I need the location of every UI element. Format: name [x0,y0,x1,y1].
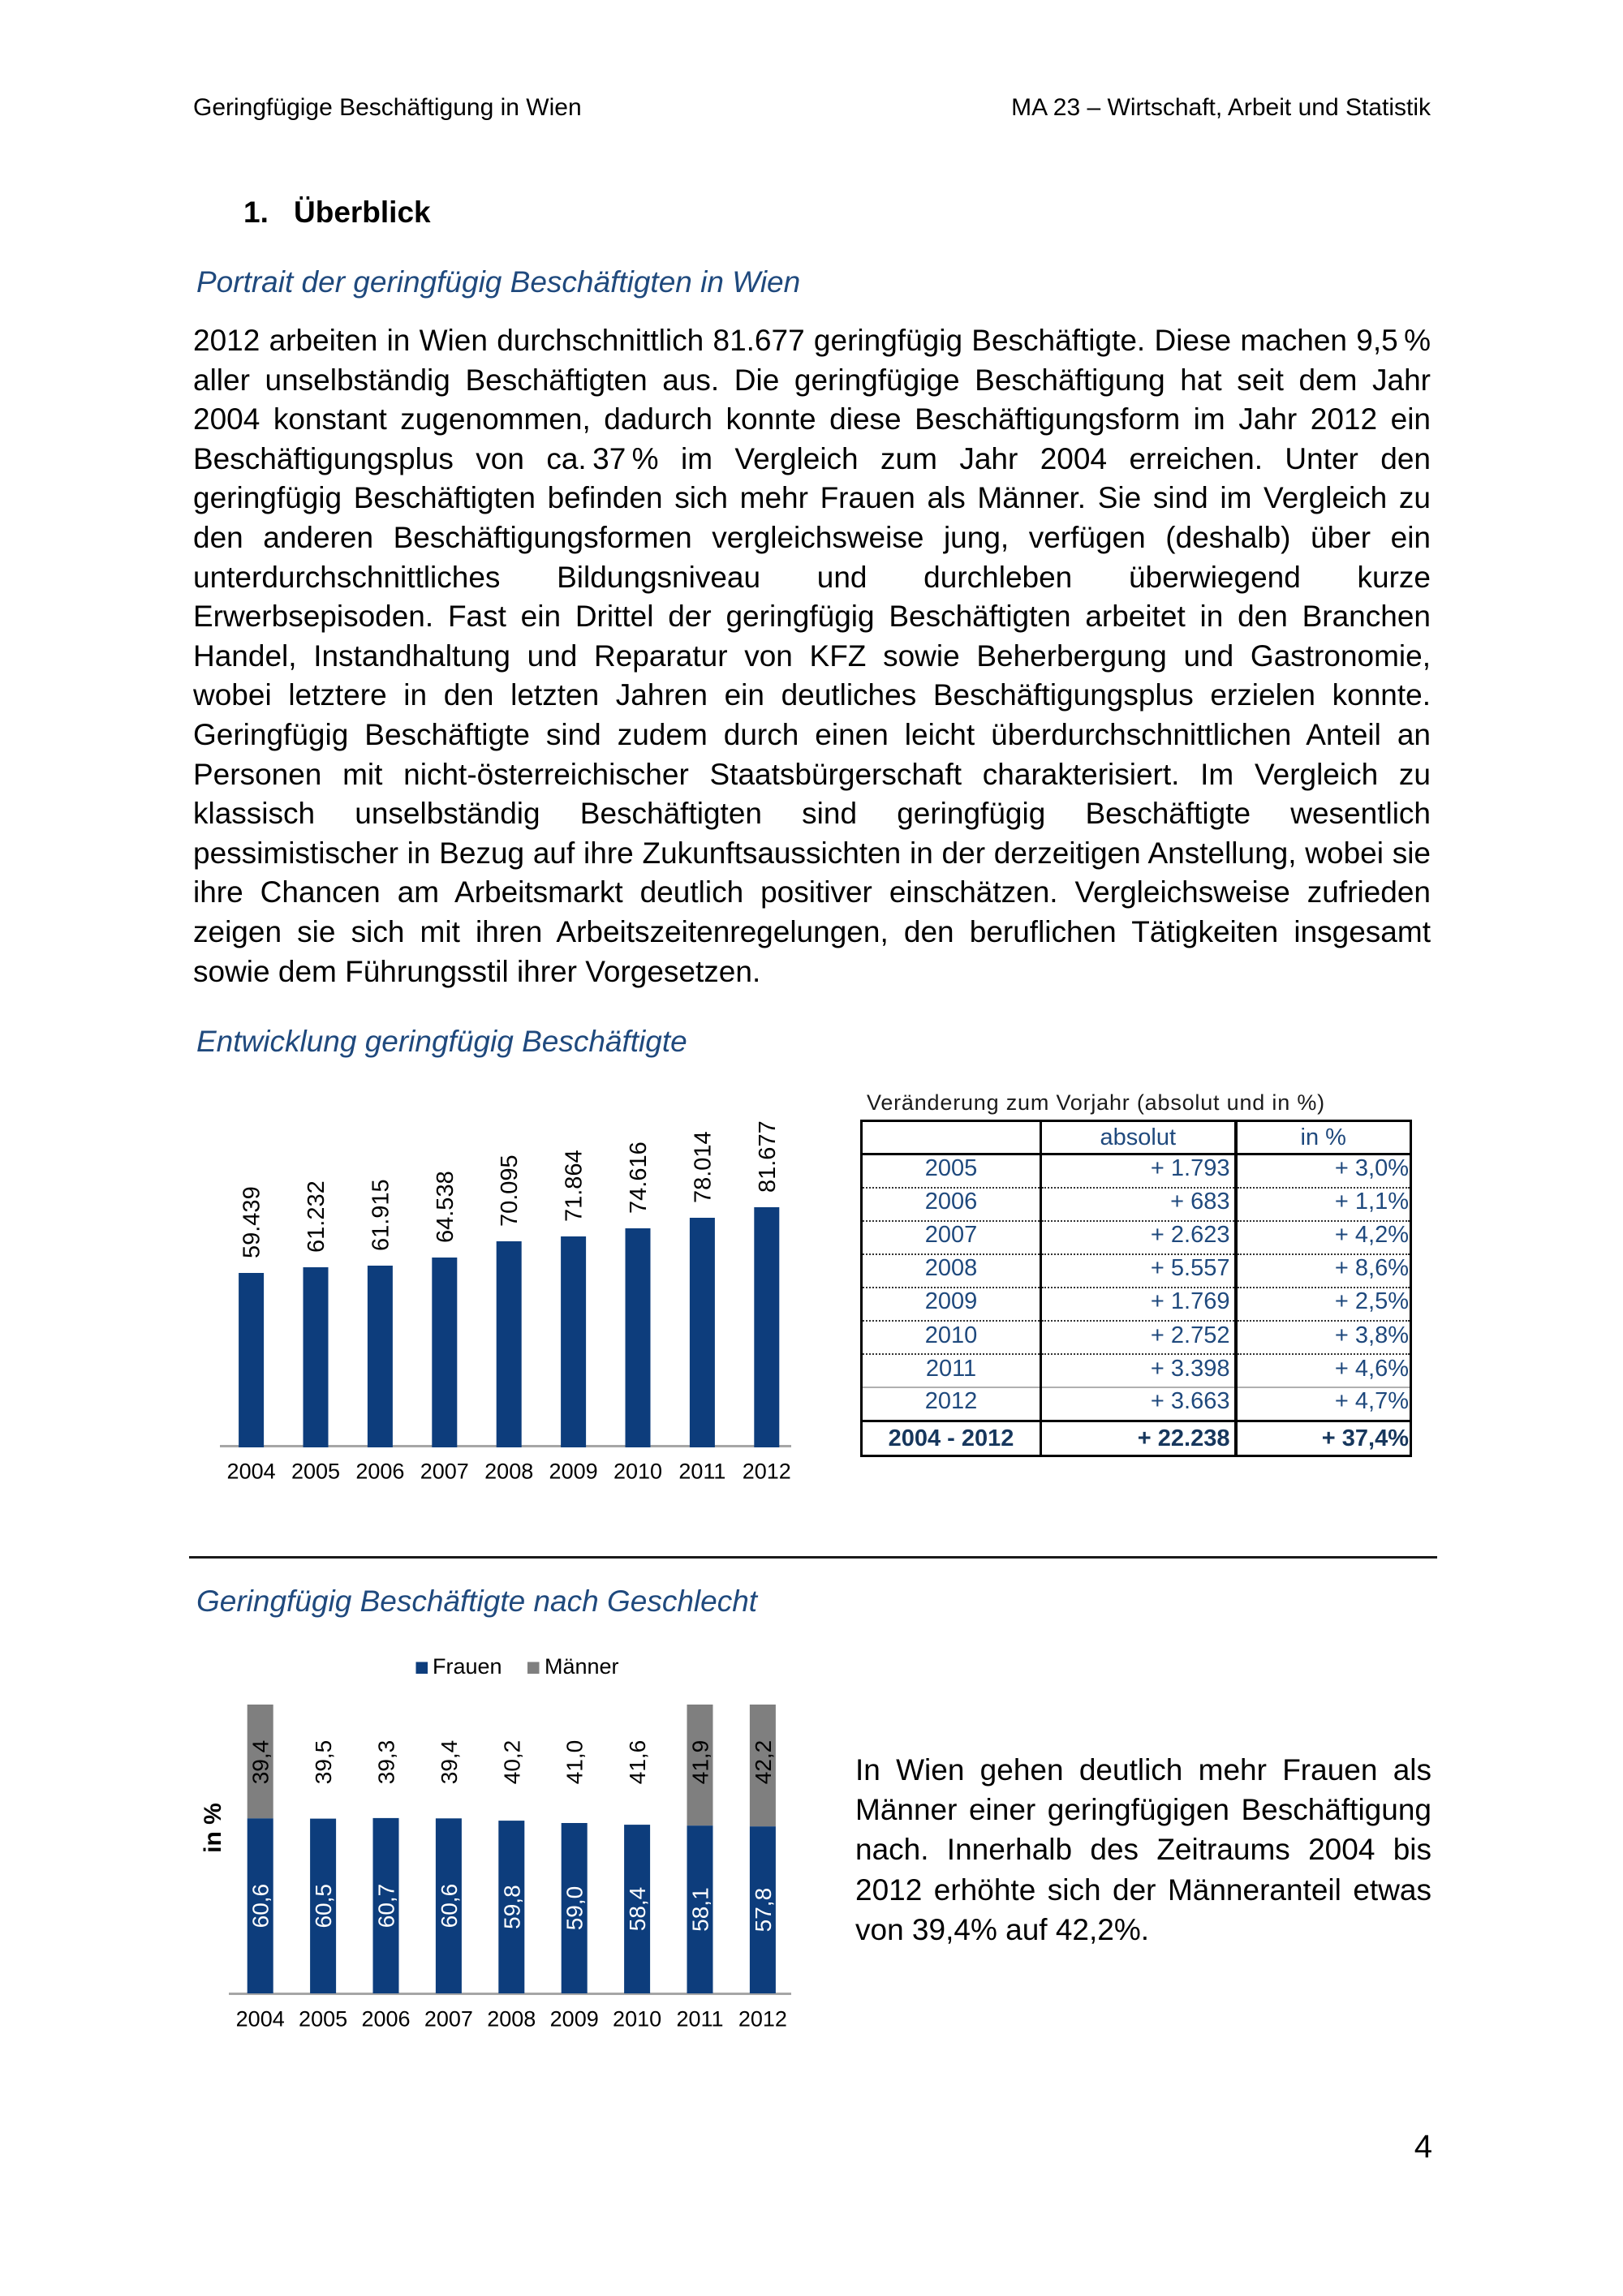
svg-text:59.439: 59.439 [239,1186,265,1258]
svg-text:2006: 2006 [361,2007,410,2032]
svg-text:61.232: 61.232 [304,1180,329,1253]
svg-text:41,6: 41,6 [625,1740,650,1785]
svg-text:59,0: 59,0 [562,1886,588,1931]
svg-text:60,7: 60,7 [374,1884,399,1928]
svg-text:2006: 2006 [355,1460,404,1484]
svg-text:2005: 2005 [299,2007,347,2032]
svg-text:74.616: 74.616 [626,1142,652,1214]
svg-text:61.915: 61.915 [368,1179,394,1251]
svg-text:39,4: 39,4 [437,1740,462,1785]
svg-text:64.538: 64.538 [433,1171,458,1243]
svg-text:60,6: 60,6 [248,1884,273,1928]
svg-text:42,2: 42,2 [751,1740,776,1785]
svg-text:2007: 2007 [424,2007,473,2032]
svg-text:Frauen: Frauen [433,1654,502,1679]
svg-text:70.095: 70.095 [497,1154,523,1227]
svg-text:81.677: 81.677 [755,1120,781,1193]
svg-text:2011: 2011 [676,2007,723,2032]
svg-text:2008: 2008 [487,2007,536,2032]
svg-text:60,5: 60,5 [311,1884,336,1928]
svg-text:in %: in % [200,1803,226,1853]
svg-text:71.864: 71.864 [562,1150,588,1222]
svg-text:2008: 2008 [484,1460,533,1484]
svg-text:2010: 2010 [613,1460,662,1484]
svg-text:2010: 2010 [613,2007,661,2032]
svg-text:Männer: Männer [545,1654,619,1679]
svg-text:2009: 2009 [549,1460,598,1484]
svg-text:78.014: 78.014 [690,1131,716,1203]
svg-text:39,4: 39,4 [248,1740,273,1785]
svg-text:2009: 2009 [550,2007,599,2032]
svg-text:41,9: 41,9 [688,1740,713,1785]
svg-text:40,2: 40,2 [499,1740,524,1785]
svg-text:39,5: 39,5 [311,1740,336,1785]
svg-text:2005: 2005 [291,1460,340,1484]
svg-text:2007: 2007 [420,1460,469,1484]
svg-text:39,3: 39,3 [374,1740,399,1785]
svg-text:2004: 2004 [227,1460,276,1484]
svg-text:60,6: 60,6 [437,1884,462,1928]
svg-text:58,1: 58,1 [688,1887,713,1932]
svg-text:41,0: 41,0 [562,1740,588,1785]
svg-text:2012: 2012 [738,2007,787,2032]
svg-text:58,4: 58,4 [625,1887,650,1932]
svg-text:59,8: 59,8 [499,1885,524,1929]
svg-text:57,8: 57,8 [751,1888,776,1933]
svg-text:2011: 2011 [678,1460,725,1484]
svg-text:2012: 2012 [743,1460,791,1484]
svg-text:2004: 2004 [236,2007,285,2032]
